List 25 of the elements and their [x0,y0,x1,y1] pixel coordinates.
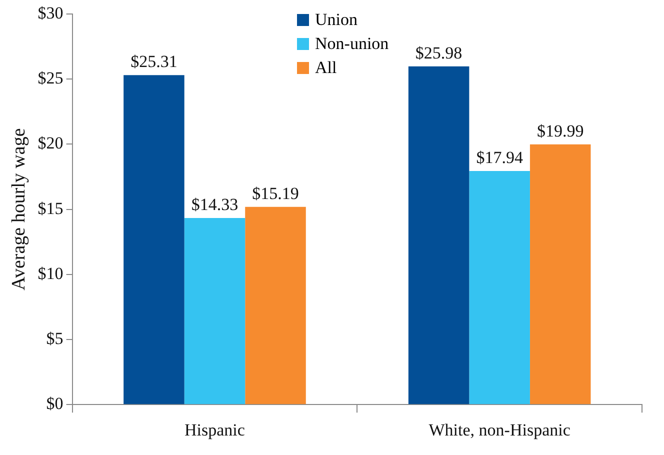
bar [530,144,591,404]
bar [245,206,306,404]
bar [124,75,184,404]
data-label: $15.19 [252,184,299,203]
data-label: $14.33 [191,194,238,214]
x-tick-label: White, non-Hispanic [428,420,571,440]
legend-label: All [315,57,337,79]
y-tick-label: $5 [46,328,64,348]
y-tick-label: $30 [38,3,64,22]
legend-label: Union [315,9,358,31]
data-label: $17.94 [476,148,524,167]
y-tick-label: $15 [38,198,64,218]
y-axis-title: Average hourly wage [8,128,30,290]
x-tick-label: Hispanic [184,420,246,440]
y-tick-label: $0 [46,394,64,414]
bar [469,171,530,404]
legend-label: Non-union [315,33,389,55]
y-tick-label: $10 [38,264,64,283]
bar [408,66,470,404]
y-tick-label: $20 [38,134,64,153]
data-label: $25.31 [130,52,178,72]
data-label: $25.98 [415,43,462,62]
y-tick-label: $25 [38,68,64,88]
data-label: $19.99 [536,121,584,140]
bar [184,218,246,404]
